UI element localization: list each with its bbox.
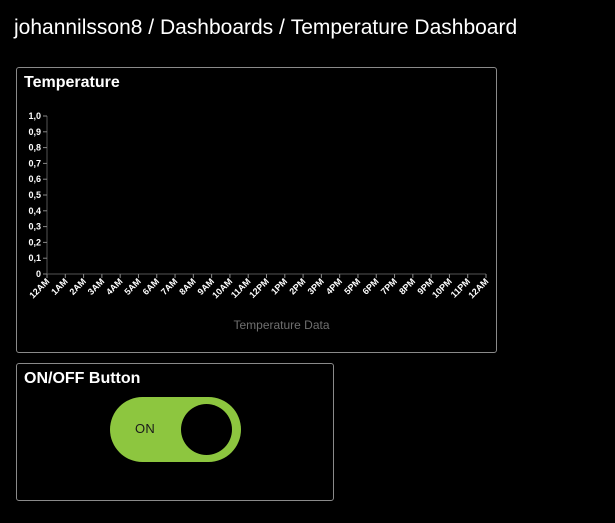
x-tick-label: 7AM — [159, 276, 180, 297]
toggle-state-label: ON — [135, 421, 156, 436]
toggle-knob[interactable] — [181, 404, 232, 455]
y-tick-label: 1,0 — [28, 111, 41, 121]
y-tick-label: 0,6 — [28, 174, 41, 184]
breadcrumb-separator: / — [142, 16, 160, 39]
x-tick-label: 4PM — [324, 276, 344, 296]
y-tick-label: 0,3 — [28, 222, 41, 232]
y-tick-label: 0,9 — [28, 127, 41, 137]
x-tick-label: 2PM — [287, 276, 307, 296]
panel-title: ON/OFF Button — [24, 370, 141, 387]
on-off-switch-panel: ON/OFF Button ON — [16, 363, 334, 501]
x-tick-label: 12AM — [27, 276, 51, 300]
on-off-toggle[interactable]: ON — [110, 397, 241, 462]
x-tick-label: 12PM — [247, 276, 271, 300]
breadcrumb-dashboards-link[interactable]: Dashboards — [159, 16, 274, 39]
y-tick-label: 0,7 — [28, 158, 41, 168]
x-tick-label: 8AM — [177, 276, 198, 297]
x-tick-label: 1PM — [269, 276, 289, 296]
x-tick-label: 7PM — [379, 276, 399, 296]
y-tick-label: 0,4 — [28, 206, 41, 216]
y-tick-label: 0,5 — [28, 190, 41, 200]
x-axis-title: Temperature Data — [233, 318, 329, 332]
x-tick-label: 2AM — [67, 276, 88, 297]
x-tick-label: 5AM — [122, 276, 143, 297]
temperature-chart-panel: Temperature 0 0,1 0,2 0,3 0,4 0,5 0,6 0,7 0,8 0,9… — [16, 67, 497, 353]
x-tick-label: 6PM — [361, 276, 381, 296]
x-tick-label: 3AM — [86, 276, 107, 297]
breadcrumb-current-page: Temperature Dashboard — [290, 16, 518, 39]
y-tick-label: 0,1 — [28, 253, 41, 263]
x-tick-label: 4AM — [104, 276, 125, 297]
y-tick-label: 0,8 — [28, 143, 41, 153]
breadcrumb: johannilsson8 / Dashboards / Temperature… — [14, 14, 517, 42]
x-tick-label: 11AM — [229, 276, 253, 300]
x-tick-label: 10AM — [210, 276, 234, 300]
x-tick-label: 8PM — [397, 276, 417, 296]
x-tick-label: 1AM — [49, 276, 70, 297]
y-tick-label: 0,2 — [28, 237, 41, 247]
x-tick-label: 6AM — [141, 276, 162, 297]
x-tick-label: 12AM — [466, 276, 490, 300]
x-tick-label: 10PM — [430, 276, 454, 300]
x-tick-label: 3PM — [306, 276, 326, 296]
y-tick-label: 0 — [36, 269, 41, 279]
temperature-chart: 00,10,20,30,40,50,60,70,80,91,012AM1AM2A… — [27, 111, 490, 332]
x-tick-label: 5PM — [342, 276, 362, 296]
breadcrumb-user-link[interactable]: johannilsson8 — [14, 16, 143, 39]
breadcrumb-separator: / — [273, 16, 291, 39]
panel-title: Temperature — [24, 74, 120, 91]
